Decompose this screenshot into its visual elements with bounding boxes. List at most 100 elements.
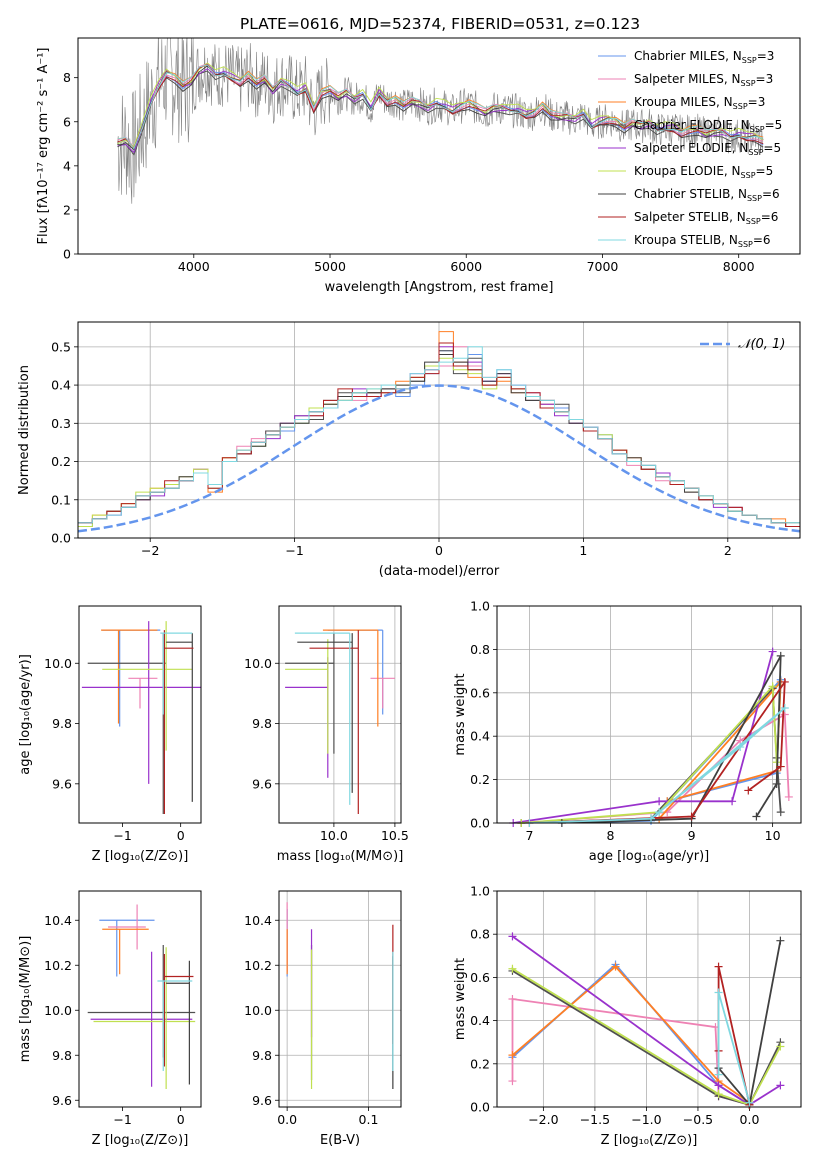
x-tick-label: −2.0 xyxy=(528,1112,558,1127)
weight-point-marker xyxy=(508,1051,517,1060)
weight-point-marker xyxy=(776,936,785,945)
legend-label-tail: =5 xyxy=(756,164,774,178)
y-tick-label: 0.2 xyxy=(51,454,71,469)
x-tick-label: 1 xyxy=(579,543,587,558)
data-point-errorbar xyxy=(163,954,194,1067)
legend-label-tail: =3 xyxy=(756,72,774,86)
data-point-errorbar xyxy=(157,980,193,1071)
weight-point-marker xyxy=(776,1042,785,1051)
y-tick-label: 10.4 xyxy=(44,913,72,928)
y-tick-label: 9.6 xyxy=(252,776,272,791)
legend-label: 𝒩(0, 1) xyxy=(738,337,785,352)
y-tick-label: 10.2 xyxy=(44,958,72,973)
legend-label-main: Chabrier STELIB, N xyxy=(634,187,747,201)
x-tick-label: 0 xyxy=(177,1112,185,1127)
legend-label: Kroupa ELODIE, NSSP=5 xyxy=(634,164,773,180)
legend-label-sub: SSP xyxy=(750,125,765,134)
y-axis-label: mass weight xyxy=(453,673,468,755)
weight-point-marker xyxy=(780,677,789,686)
legend-label: Chabrier MILES, NSSP=3 xyxy=(634,49,774,65)
y-axis-label: Flux [fλ10⁻¹⁷ erg cm⁻² s⁻¹ A⁻¹] xyxy=(36,48,51,245)
weight-point-marker xyxy=(647,814,656,823)
plot-frame xyxy=(496,605,802,824)
weight-point-marker xyxy=(776,651,785,660)
x-tick-label: −1 xyxy=(113,828,131,843)
legend-label-sub: SSP xyxy=(748,148,763,157)
x-tick-label: 10.0 xyxy=(320,828,348,843)
x-tick-label: 0 xyxy=(435,543,443,558)
data-point-errorbar xyxy=(90,951,193,1087)
y-tick-label: 0.1 xyxy=(51,492,71,507)
y-tick-label: 9.8 xyxy=(52,1048,72,1063)
residual-histogram xyxy=(78,357,800,527)
x-tick-label: 7 xyxy=(525,828,533,843)
weight-series-line xyxy=(511,997,750,1106)
plot-frame xyxy=(77,37,801,255)
data-point-errorbar xyxy=(101,629,158,724)
legend-label-tail: =6 xyxy=(761,210,779,224)
weight-point-marker xyxy=(768,682,777,691)
x-tick-label: −2 xyxy=(141,543,159,558)
y-tick-label: 10.0 xyxy=(244,1003,272,1018)
legend-label-main: Salpeter MILES, N xyxy=(634,72,741,86)
residual-histogram xyxy=(78,350,800,527)
residual-histogram xyxy=(78,331,800,527)
y-tick-label: 6 xyxy=(63,114,71,129)
weight-point-marker xyxy=(728,797,737,806)
y-tick-label: 9.8 xyxy=(252,1048,272,1063)
x-tick-label: 4000 xyxy=(178,259,210,274)
panel-residuals: −2 −1 0 1 2 0.0 0.1 0.2 0.3 0.4 0.5 (data-model)/er… xyxy=(17,321,801,579)
y-tick-label: 10.0 xyxy=(244,656,272,671)
x-tick-label: 0.0 xyxy=(277,1112,297,1127)
legend-label-main: Kroupa STELIB, N xyxy=(634,233,738,247)
y-axis-label: Normed distribution xyxy=(17,365,32,495)
panel-spectrum: 4000 5000 6000 7000 8000 0 2 4 6 8 wavelength [Ang… xyxy=(36,37,801,295)
data-point-errorbar xyxy=(160,632,193,715)
weight-series-line xyxy=(513,651,774,823)
plot-frame xyxy=(496,890,802,1108)
panel-age_vs_mass: 10.0 10.5 9.6 9.8 10.0 mass [log₁₀(M/M⊙)] xyxy=(244,605,409,864)
plot-frame xyxy=(278,605,402,824)
plot-frame xyxy=(278,890,402,1108)
y-tick-label: 0.4 xyxy=(470,729,490,744)
legend-label-main: Kroupa MILES, N xyxy=(634,95,733,109)
y-tick-label: 0.5 xyxy=(51,339,71,354)
x-tick-label: −0.5 xyxy=(683,1112,713,1127)
weight-point-marker xyxy=(508,964,517,973)
weight-series-line xyxy=(512,970,782,1106)
x-tick-label: 0.1 xyxy=(359,1112,379,1127)
weight-series-line xyxy=(512,968,782,1106)
model-spectrum-line xyxy=(117,64,764,150)
x-tick-label: 10 xyxy=(765,828,781,843)
y-axis-label: mass weight xyxy=(453,958,468,1040)
residual-histogram xyxy=(78,346,800,527)
weight-point-marker xyxy=(714,1081,723,1090)
panel-weight_vs_age: 7 8 9 10 0.0 0.2 0.4 0.6 0.8 1.0 age [log₁₀(age/yr… xyxy=(453,599,802,864)
plot-frame xyxy=(78,890,202,1108)
data-point-errorbar xyxy=(166,960,190,1085)
y-tick-label: 1.0 xyxy=(470,884,490,899)
figure-title: PLATE=0616, MJD=52374, FIBERID=0531, z=0… xyxy=(240,15,640,33)
weight-point-marker xyxy=(745,1098,754,1107)
data-point-errorbar xyxy=(370,677,395,709)
residual-histogram xyxy=(78,346,800,527)
x-tick-label: 6000 xyxy=(450,259,482,274)
data-point-errorbar xyxy=(322,629,379,727)
y-tick-label: 10.2 xyxy=(244,958,272,973)
data-point-errorbar xyxy=(163,630,194,814)
x-axis-label: E(B-V) xyxy=(320,1133,360,1148)
y-tick-label: 8 xyxy=(63,70,71,85)
weight-series-line xyxy=(521,677,782,823)
y-tick-label: 10.0 xyxy=(44,656,72,671)
y-tick-label: 0.8 xyxy=(470,642,490,657)
panel-weight_vs_Z: −2.0 −1.5 −1.0 −0.5 0.0 0.0 0.2 0.4 0.6 0.8 1.0 Z [… xyxy=(453,884,802,1148)
legend-label-sub: SSP xyxy=(742,56,757,65)
data-point-errorbar xyxy=(93,947,196,1089)
x-axis-label: wavelength [Angstrom, rest frame] xyxy=(325,280,554,295)
legend-label: Chabrier ELODIE, NSSP=5 xyxy=(634,118,782,134)
model-spectrum-line xyxy=(117,62,764,148)
x-axis-label: Z [log₁₀(Z/Z⊙)] xyxy=(92,849,189,864)
weight-series-line xyxy=(521,712,790,823)
legend-label-tail: =6 xyxy=(762,187,780,201)
